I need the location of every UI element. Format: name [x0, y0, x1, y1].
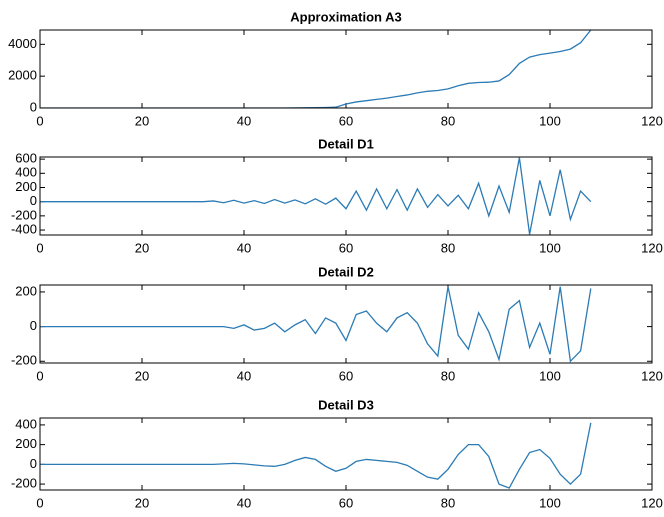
x-tick-label: 40 [237, 368, 251, 383]
x-tick-label: 20 [135, 368, 149, 383]
y-tick-label: 600 [15, 151, 37, 166]
y-tick-label: -200 [11, 353, 37, 368]
y-tick-label: 400 [15, 165, 37, 180]
x-tick-label: 0 [36, 113, 43, 128]
line [40, 422, 592, 489]
y-tick-label: 200 [15, 283, 37, 298]
x-tick-label: 120 [641, 113, 663, 128]
x-tick-label: 80 [441, 240, 455, 255]
x-tick-label: 80 [441, 113, 455, 128]
x-tick-label: 120 [641, 240, 663, 255]
x-tick-label: 80 [441, 368, 455, 383]
x-tick-label: 60 [339, 368, 353, 383]
x-tick-label: 120 [641, 368, 663, 383]
chart-title: Detail D2 [318, 264, 374, 279]
x-tick-label: 0 [36, 368, 43, 383]
x-tick-label: 40 [237, 495, 251, 510]
subplot: Detail D3 0 20 40 60 80 100 120 -200 0 200 400 [11, 397, 663, 510]
x-tick-label: 0 [36, 240, 43, 255]
subplot: Detail D10 20 40 60 80 100 120-400-20002004006… [11, 136, 663, 255]
y-tick-label: 200 [15, 179, 37, 194]
axes-box [39, 417, 653, 491]
y-tick-label: -200 [11, 476, 37, 491]
x-tick-label: 120 [641, 495, 663, 510]
x-tick-label: 60 [339, 495, 353, 510]
x-tick-label: 60 [339, 113, 353, 128]
y-tick-label: 0 [30, 99, 37, 114]
chart-title: Approximation A3 [290, 9, 401, 24]
x-tick-label: 20 [135, 495, 149, 510]
subplot: Approximation A3 0 20 40 60 80 100 120 0 2000 4000 [8, 9, 663, 128]
y-tick-label: 0 [30, 193, 37, 208]
y-tick-label: -400 [11, 221, 37, 236]
chart-title: Detail D1 [318, 136, 374, 151]
y-tick-label: 400 [15, 416, 37, 431]
y-tick-label: 200 [15, 436, 37, 451]
axes-box [39, 156, 653, 236]
axes-box [39, 284, 653, 364]
line [40, 30, 592, 108]
x-tick-label: 100 [539, 495, 561, 510]
axes-box [39, 29, 653, 109]
x-tick-label: 40 [237, 240, 251, 255]
y-tick-label: -200 [11, 207, 37, 222]
line [40, 157, 592, 235]
y-tick-label: 0 [30, 456, 37, 471]
x-tick-label: 60 [339, 240, 353, 255]
x-tick-label: 0 [36, 495, 43, 510]
x-tick-label: 20 [135, 113, 149, 128]
x-tick-label: 20 [135, 240, 149, 255]
x-tick-label: 100 [539, 240, 561, 255]
line [40, 286, 592, 363]
x-tick-label: 100 [539, 113, 561, 128]
y-tick-label: 2000 [8, 68, 37, 83]
y-tick-label: 4000 [8, 36, 37, 51]
chart-title: Detail D3 [318, 397, 374, 412]
x-tick-label: 100 [539, 368, 561, 383]
x-tick-label: 40 [237, 113, 251, 128]
x-tick-label: 80 [441, 495, 455, 510]
y-tick-label: 0 [30, 318, 37, 333]
